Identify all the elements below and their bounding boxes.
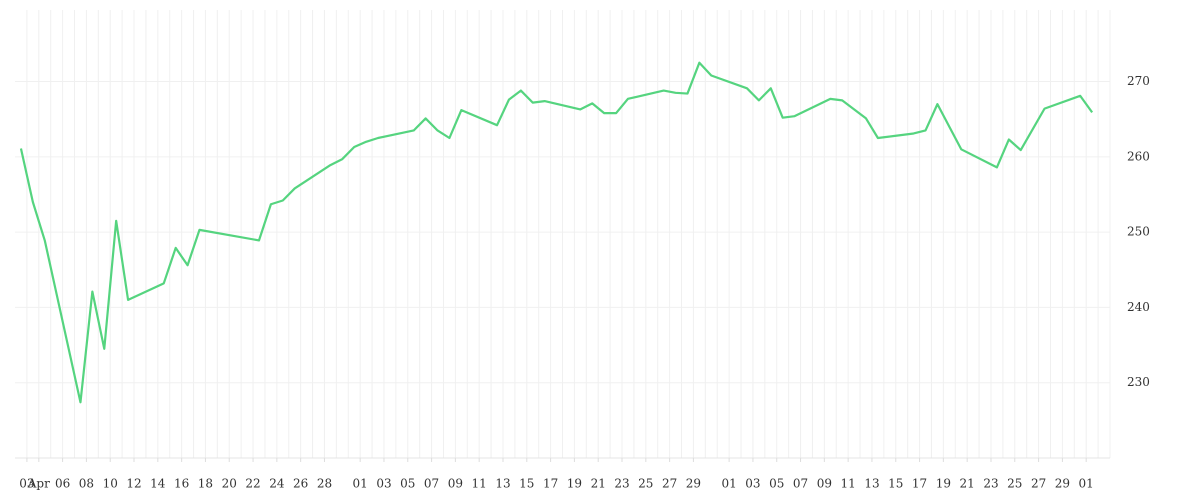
y-tick-label: 250 bbox=[1127, 225, 1150, 239]
price-line bbox=[19, 61, 1094, 404]
x-tick-label: 16 bbox=[174, 477, 189, 491]
x-tick-label: 22 bbox=[245, 477, 260, 491]
x-tick-label: 24 bbox=[269, 477, 285, 491]
x-tick-label: 19 bbox=[936, 477, 951, 491]
x-tick-label: 27 bbox=[662, 477, 677, 491]
x-tick-label: 23 bbox=[983, 477, 998, 491]
x-tick-label: 10 bbox=[103, 477, 118, 491]
x-tick-label: 01 bbox=[721, 477, 736, 491]
x-tick-label: 13 bbox=[495, 477, 510, 491]
x-tick-label: 29 bbox=[686, 477, 701, 491]
x-tick-label: 03 bbox=[19, 477, 34, 491]
x-tick-label: 11 bbox=[841, 477, 856, 491]
x-tick-label: 12 bbox=[126, 477, 141, 491]
x-tick-label: Apr bbox=[27, 477, 50, 491]
x-tick-label: 08 bbox=[79, 477, 94, 491]
x-tick-label: 21 bbox=[960, 477, 975, 491]
x-tick-label: 20 bbox=[222, 477, 237, 491]
x-tick-label: 05 bbox=[769, 477, 784, 491]
x-tick-label: 07 bbox=[424, 477, 439, 491]
y-tick-label: 260 bbox=[1127, 149, 1150, 163]
x-tick-label: 17 bbox=[543, 477, 558, 491]
x-tick-label: 28 bbox=[317, 477, 332, 491]
x-tick-label: 03 bbox=[376, 477, 391, 491]
x-tick-label: 15 bbox=[519, 477, 534, 491]
x-tick-label: 17 bbox=[912, 477, 927, 491]
x-tick-label: 25 bbox=[638, 477, 653, 491]
x-tick-label: 26 bbox=[293, 477, 308, 491]
x-tick-label: 14 bbox=[150, 477, 166, 491]
x-tick-label: 18 bbox=[198, 477, 213, 491]
x-tick-label: 29 bbox=[1055, 477, 1070, 491]
x-tick-label: 13 bbox=[864, 477, 879, 491]
x-tick-label: 27 bbox=[1031, 477, 1046, 491]
x-tick-label: 01 bbox=[1079, 477, 1094, 491]
x-tick-label: 01 bbox=[353, 477, 368, 491]
y-tick-label: 240 bbox=[1127, 300, 1150, 314]
x-tick-label: 09 bbox=[817, 477, 832, 491]
x-tick-label: 06 bbox=[55, 477, 70, 491]
y-tick-label: 230 bbox=[1127, 375, 1150, 389]
x-tick-label: 03 bbox=[745, 477, 760, 491]
x-tick-label: 11 bbox=[472, 477, 487, 491]
x-tick-label: 19 bbox=[567, 477, 582, 491]
x-tick-label: 09 bbox=[448, 477, 463, 491]
x-tick-label: 15 bbox=[888, 477, 903, 491]
x-tick-label: 05 bbox=[400, 477, 415, 491]
x-tick-label: 07 bbox=[793, 477, 808, 491]
y-tick-label: 270 bbox=[1127, 74, 1150, 88]
x-tick-label: 21 bbox=[591, 477, 606, 491]
x-tick-label: 23 bbox=[614, 477, 629, 491]
x-tick-label: 25 bbox=[1007, 477, 1022, 491]
